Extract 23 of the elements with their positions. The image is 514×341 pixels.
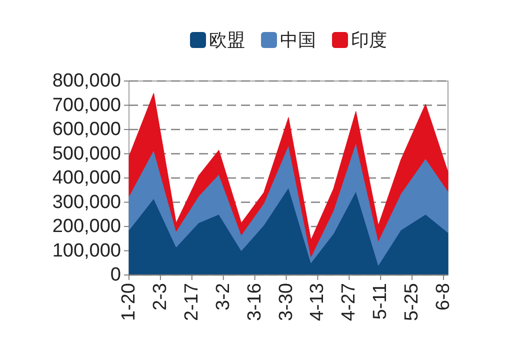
x-tick-label: 2-17 bbox=[181, 283, 202, 322]
x-tick-label: 5-25 bbox=[402, 283, 423, 322]
y-tick-label: 100,000 bbox=[52, 240, 121, 262]
x-tick-label: 3-16 bbox=[244, 283, 266, 322]
x-tick-label: 3-2 bbox=[212, 283, 234, 310]
y-tick-label: 200,000 bbox=[52, 216, 121, 237]
legend-label: 欧盟 bbox=[209, 30, 245, 50]
y-tick-label: 600,000 bbox=[52, 119, 121, 140]
x-tick-label: 6-8 bbox=[433, 283, 454, 310]
x-tick-label: 3-30 bbox=[276, 283, 297, 322]
legend-label: 中国 bbox=[280, 30, 316, 50]
y-tick-label: 700,000 bbox=[52, 94, 121, 116]
x-tick-label: 4-13 bbox=[307, 283, 328, 322]
x-tick-label: 2-3 bbox=[150, 283, 171, 310]
x-tick-label: 4-27 bbox=[338, 283, 360, 322]
y-tick-label: 800,000 bbox=[52, 70, 121, 92]
x-tick-label: 5-11 bbox=[370, 283, 392, 320]
legend-label: 印度 bbox=[351, 30, 387, 50]
y-tick-label: 400,000 bbox=[52, 168, 121, 188]
x-tick-label: 1-20 bbox=[118, 283, 140, 322]
y-tick-label: 0 bbox=[110, 264, 121, 286]
y-tick-label: 500,000 bbox=[52, 143, 121, 164]
y-tick-label: 300,000 bbox=[52, 192, 121, 213]
